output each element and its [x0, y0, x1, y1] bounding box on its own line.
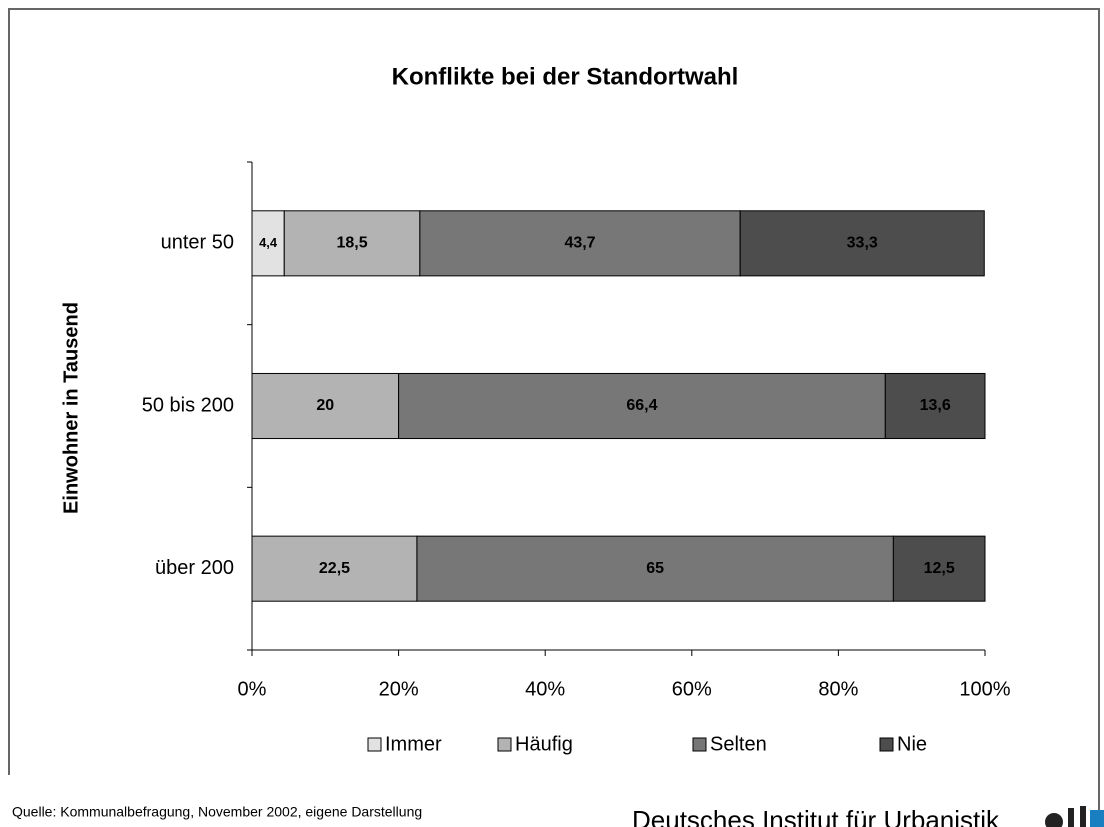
value-label: 33,3: [847, 235, 878, 252]
value-label: 22,5: [319, 560, 350, 577]
bar-segment: [416, 535, 894, 602]
value-label: 4,4: [259, 235, 278, 250]
chart-title: Konflikte bei der Standortwahl: [392, 63, 739, 90]
bar-segment: [398, 372, 886, 440]
legend-swatch: [367, 737, 382, 752]
y-tick-label: 50 bis 200: [142, 394, 234, 416]
bar-segment: [251, 372, 400, 440]
y-axis-label: Einwohner in Tausend: [60, 302, 82, 514]
legend-swatch: [497, 737, 512, 752]
legend-swatch: [692, 737, 707, 752]
value-label: 43,7: [564, 235, 595, 252]
x-tick-label: 20%: [379, 678, 419, 700]
x-tick-label: 80%: [818, 678, 858, 700]
bar-segment: [884, 372, 986, 440]
y-tick-label: über 200: [155, 557, 234, 579]
x-tick-label: 100%: [959, 678, 1010, 700]
logo: [1045, 806, 1104, 827]
source: Quelle: Kommunalbefragung, November 2002…: [12, 804, 422, 820]
x-tick-label: 0%: [238, 678, 267, 700]
legend-swatch: [879, 737, 894, 752]
x-tick-label: 40%: [525, 678, 565, 700]
value-label: 20: [316, 397, 334, 414]
bar-segment: [283, 210, 421, 277]
publisher: Deutsches Institut für Urbanistik: [632, 805, 1000, 827]
legend-label: Nie: [897, 733, 927, 755]
x-tick-label: 60%: [672, 678, 712, 700]
bar-segment: [892, 535, 986, 602]
legend-label: Selten: [710, 733, 767, 755]
frame: [8, 8, 1100, 827]
value-label: 66,4: [626, 397, 657, 414]
bar-segment: [739, 210, 985, 277]
legend-label: Immer: [385, 733, 442, 755]
bar-segment: [419, 210, 741, 277]
y-tick-label: unter 50: [161, 232, 234, 254]
value-label: 12,5: [924, 560, 955, 577]
value-label: 65: [646, 560, 664, 577]
value-label: 13,6: [920, 397, 951, 414]
legend-label: Häufig: [515, 733, 573, 755]
value-label: 18,5: [336, 235, 367, 252]
